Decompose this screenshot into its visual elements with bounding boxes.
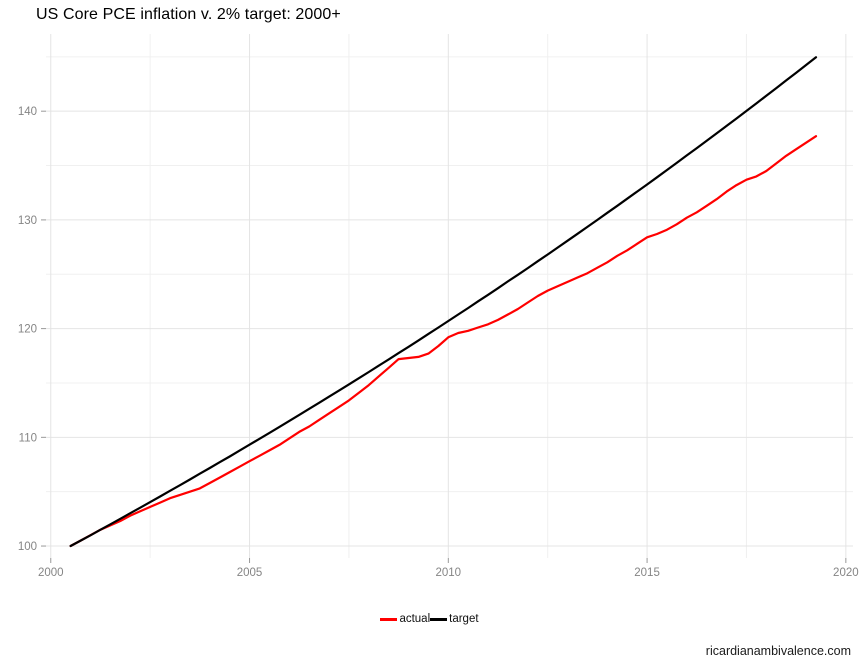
grid-major [46, 34, 853, 558]
x-axis-labels: 2000 2005 2010 2015 2020 [38, 567, 859, 579]
svg-text:130: 130 [18, 215, 37, 227]
svg-text:2000: 2000 [38, 567, 64, 579]
watermark: ricardianambivalence.com [705, 644, 851, 658]
legend-label-target: target [449, 613, 479, 625]
chart-title: US Core PCE inflation v. 2% target: 2000… [36, 6, 341, 23]
plot-area: 2000 2005 2010 2015 2020 100 110 120 130 140 [18, 34, 859, 579]
actual-line-swatch [380, 617, 398, 621]
svg-text:140: 140 [18, 106, 37, 118]
actual-line [69, 135, 818, 548]
svg-text:2015: 2015 [634, 567, 660, 579]
svg-text:100: 100 [18, 541, 37, 553]
svg-text:2005: 2005 [237, 567, 263, 579]
svg-text:110: 110 [19, 432, 37, 444]
legend-item-target: target [430, 613, 479, 625]
target-line [69, 56, 818, 548]
svg-text:2010: 2010 [436, 567, 462, 579]
axis-ticks [41, 110, 847, 563]
legend-item-actual: actual [380, 613, 430, 625]
grid-minor [46, 34, 853, 558]
y-axis-labels: 100 110 120 130 140 [18, 106, 37, 553]
target-line-swatch [430, 617, 448, 621]
svg-text:120: 120 [18, 324, 37, 336]
svg-text:2020: 2020 [833, 567, 859, 579]
legend-label-actual: actual [399, 613, 431, 625]
legend: actual target [0, 613, 859, 625]
